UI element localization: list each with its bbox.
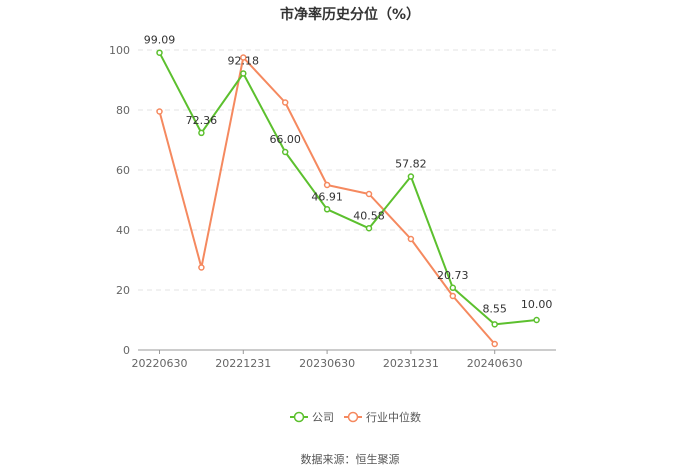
- data-label: 40.58: [353, 209, 385, 222]
- data-point: [449, 292, 457, 300]
- x-tick-label: 20230630: [299, 357, 355, 370]
- y-tick-label: 40: [116, 224, 130, 237]
- series-line-company: [158, 52, 537, 326]
- data-point: [407, 235, 415, 243]
- data-point: [323, 181, 331, 189]
- x-tick-label: 20240630: [467, 357, 523, 370]
- data-label: 10.00: [521, 298, 553, 311]
- legend-marker: [293, 411, 305, 423]
- y-tick-label: 0: [123, 344, 130, 357]
- x-tick-label: 20231231: [383, 357, 439, 370]
- data-point: [407, 173, 415, 180]
- data-point: [365, 190, 373, 198]
- y-tick-label: 60: [116, 164, 130, 177]
- data-point: [491, 340, 498, 348]
- data-label: 46.91: [311, 190, 343, 203]
- data-point: [281, 148, 289, 156]
- data-source-note: 数据来源：恒生聚源: [300, 453, 400, 466]
- data-point: [365, 225, 373, 232]
- data-point: [449, 284, 457, 292]
- x-tick-label: 20220630: [132, 357, 188, 370]
- y-tick-label: 100: [109, 44, 130, 57]
- data-label: 57.82: [395, 158, 427, 171]
- data-label: 92.18: [228, 54, 260, 67]
- data-point: [240, 54, 247, 61]
- x-tick-label: 20221231: [215, 357, 271, 370]
- legend-label: 公司: [312, 411, 334, 424]
- data-label: 20.73: [437, 269, 469, 282]
- data-point: [156, 108, 163, 115]
- data-point: [198, 129, 205, 137]
- data-label: 99.09: [144, 34, 176, 47]
- data-point: [533, 316, 540, 324]
- data-point: [156, 49, 163, 56]
- y-tick-label: 80: [116, 104, 130, 117]
- y-tick-label: 20: [116, 284, 130, 297]
- legend-label: 行业中位数: [366, 410, 421, 424]
- data-label: 72.36: [186, 114, 218, 127]
- data-point: [323, 206, 331, 213]
- data-point: [491, 321, 498, 328]
- data-point: [281, 99, 289, 106]
- data-point: [240, 70, 247, 77]
- legend-marker: [347, 411, 359, 423]
- data-label: 8.55: [482, 302, 507, 315]
- data-label: 66.00: [269, 133, 301, 146]
- data-point: [198, 264, 205, 271]
- chart-title: 市净率历史分位（%）: [279, 7, 421, 23]
